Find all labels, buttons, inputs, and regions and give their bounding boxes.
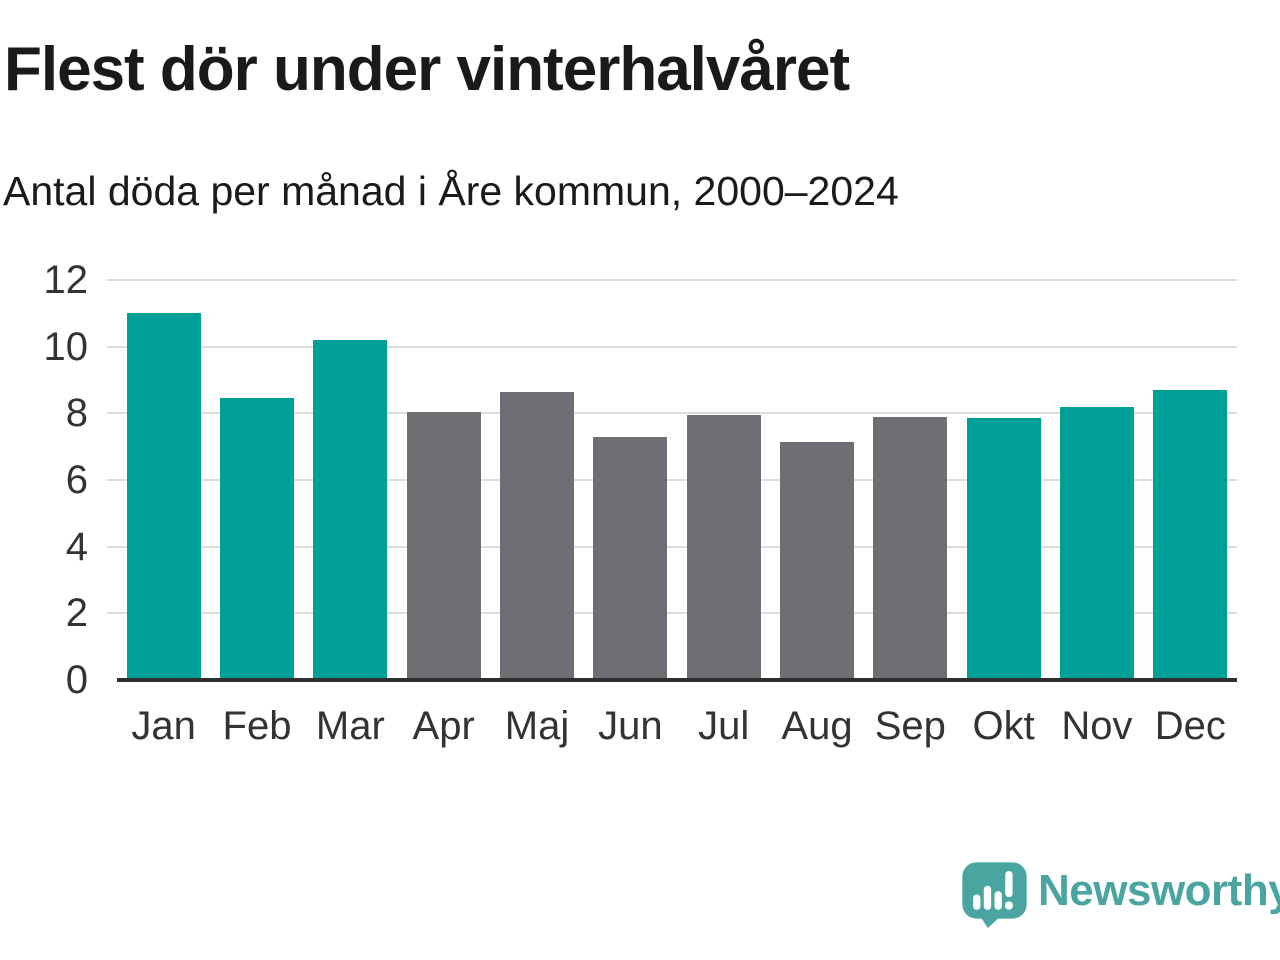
x-tick-label-nov: Nov — [1061, 704, 1133, 748]
bar-jul — [686, 415, 761, 680]
y-tick-label-12: 12 — [43, 258, 89, 302]
bar-nov — [1060, 406, 1134, 680]
x-axis-line — [117, 678, 1237, 682]
bar-okt — [966, 418, 1041, 680]
gridline-12 — [107, 279, 1237, 281]
chart-subtitle: Antal döda per månad i Åre kommun, 2000–… — [3, 168, 899, 214]
gridline-6 — [107, 479, 1237, 481]
y-tick-label-4: 4 — [65, 524, 88, 569]
x-tick-label-jul: Jul — [698, 704, 750, 748]
bar-maj — [500, 391, 574, 680]
bar-feb — [220, 398, 294, 680]
bar-dec — [1153, 390, 1228, 680]
x-tick-label-okt: Okt — [972, 704, 1035, 748]
bar-jun — [593, 436, 668, 680]
bar-mar — [313, 340, 388, 680]
gridline-4 — [107, 545, 1237, 548]
x-tick-label-jan: Jan — [131, 704, 196, 748]
x-tick-label-feb: Feb — [222, 704, 292, 748]
gridline-2 — [107, 612, 1237, 615]
bar-apr — [406, 411, 481, 680]
gridline-8 — [107, 412, 1237, 415]
x-tick-label-maj: Maj — [504, 704, 570, 748]
bar-sep — [873, 416, 948, 680]
x-tick-label-sep: Sep — [874, 704, 946, 748]
y-tick-label-0: 0 — [65, 658, 88, 702]
y-tick-label-8: 8 — [65, 391, 88, 436]
y-tick-label-6: 6 — [65, 458, 88, 502]
y-tick-label-2: 2 — [65, 591, 88, 636]
gridline-10 — [107, 345, 1237, 348]
x-tick-label-dec: Dec — [1154, 704, 1226, 748]
x-tick-label-mar: Mar — [315, 704, 385, 748]
x-tick-label-jun: Jun — [598, 704, 663, 748]
x-tick-label-aug: Aug — [781, 704, 853, 748]
bar-aug — [780, 441, 854, 680]
y-tick-label-10: 10 — [43, 324, 89, 369]
chart-title: Flest dör under vinterhalvåret — [4, 35, 850, 104]
bar-jan — [126, 313, 201, 680]
x-tick-label-apr: Apr — [412, 704, 475, 748]
